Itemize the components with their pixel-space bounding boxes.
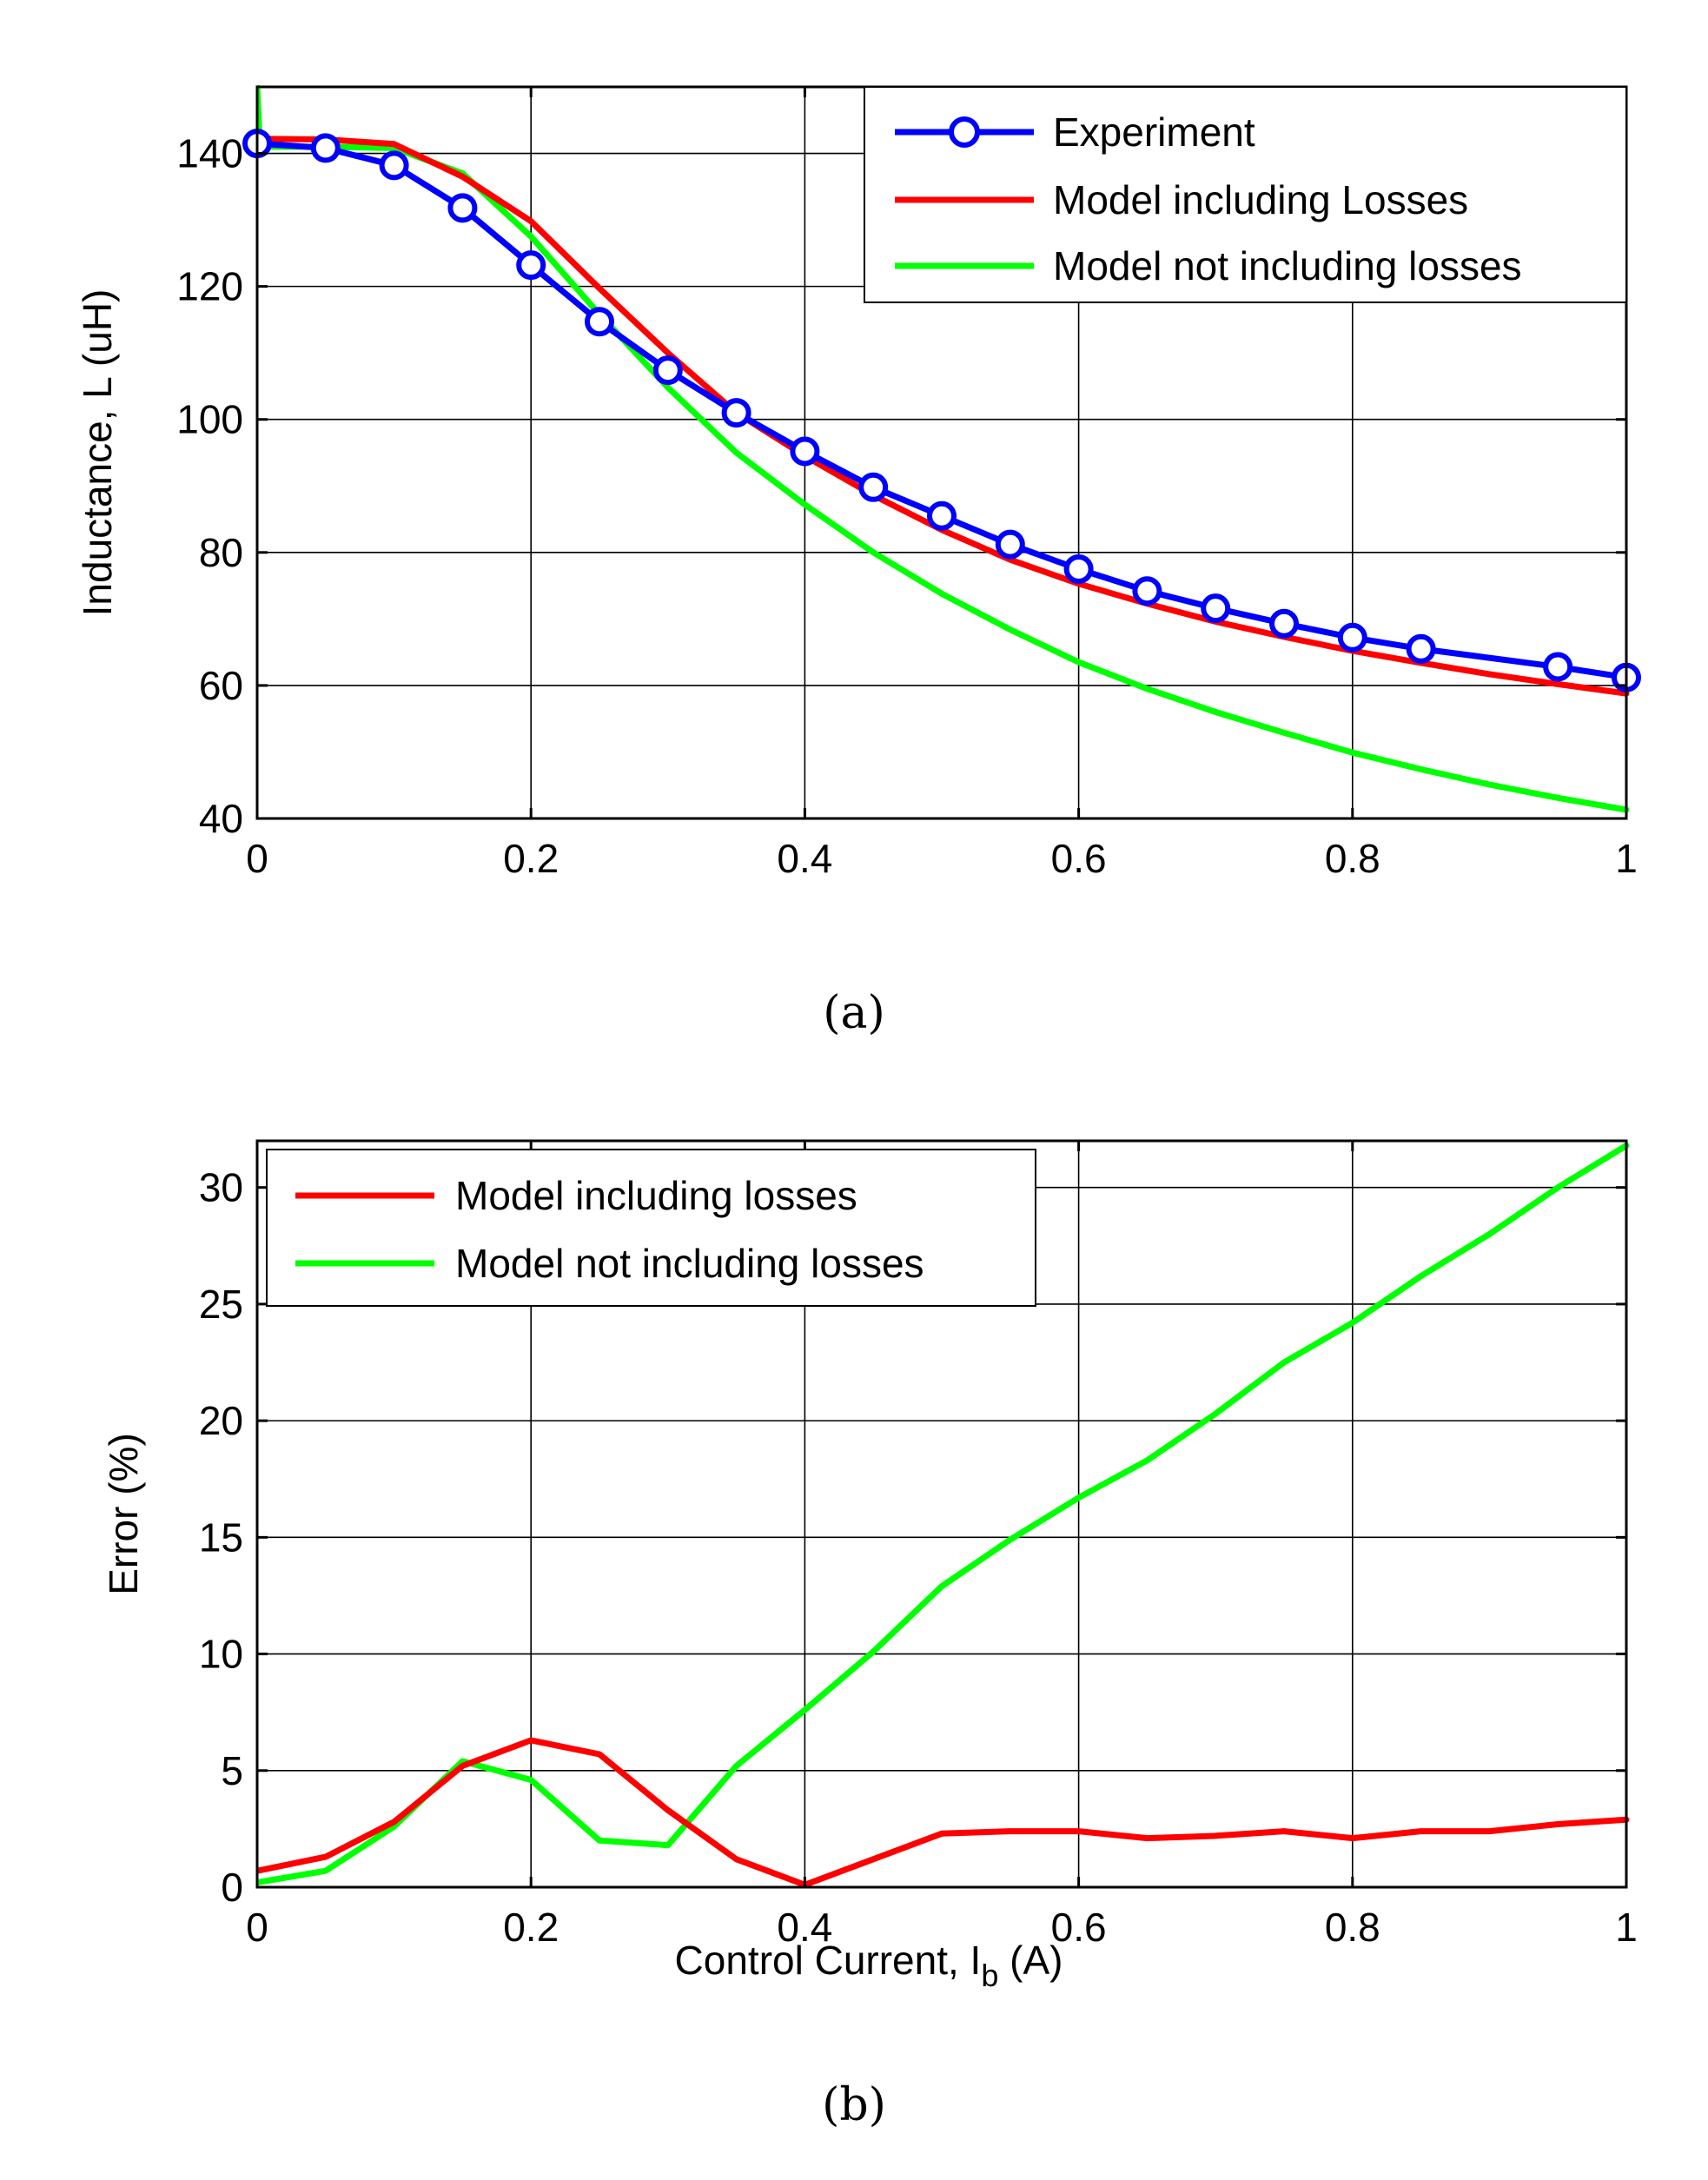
x-tick-label: 1 — [1615, 836, 1638, 881]
x-tick-label: 0.6 — [1051, 836, 1107, 881]
y-tick-label: 120 — [176, 264, 243, 309]
data-point-marker — [1337, 622, 1367, 653]
y-tick-label: 10 — [199, 1632, 243, 1677]
data-point-marker — [858, 472, 889, 502]
data-point-marker — [995, 529, 1025, 560]
x-tick-label: 0 — [246, 1905, 268, 1950]
panel-b-series — [257, 1142, 1630, 1888]
y-tick-label: 100 — [176, 397, 243, 442]
x-tick-label: 0.2 — [503, 1905, 559, 1950]
y-tick-label: 15 — [199, 1514, 243, 1560]
data-point-marker — [516, 250, 546, 281]
panel-a-label: (a) — [823, 987, 885, 1039]
legend-entry-label: Model not including losses — [455, 1241, 924, 1286]
series-line-model-not-including-losses — [257, 1142, 1630, 1886]
data-point-marker — [721, 398, 751, 428]
data-point-marker — [1132, 576, 1162, 606]
legend-entry-label: Model including Losses — [1053, 177, 1468, 222]
x-tick-label: 0.6 — [1051, 1905, 1107, 1950]
data-point-marker — [310, 133, 341, 163]
legend-entry-label: Experiment — [1053, 109, 1255, 155]
y-tick-label: 30 — [199, 1165, 243, 1210]
data-point-marker — [790, 436, 820, 467]
series-line-model-including-losses — [257, 1737, 1630, 1888]
x-tick-label: 0.8 — [1325, 1905, 1380, 1950]
panel-b-label: (b) — [822, 2079, 886, 2131]
x-tick-label: 0 — [246, 836, 268, 881]
legend-entry-label: Model including losses — [455, 1173, 857, 1218]
x-tick-label: 0.2 — [503, 836, 559, 881]
data-point-marker — [1406, 633, 1436, 664]
y-tick-label: 5 — [221, 1748, 243, 1793]
y-tick-label: 40 — [199, 796, 243, 841]
legend-box — [266, 1149, 1036, 1307]
panel-a-y-axis-label: Inductance, L (uH) — [75, 289, 120, 617]
x-tick-label: 0.4 — [777, 1905, 832, 1950]
panel-b-y-axis-label: Error (%) — [101, 1433, 146, 1595]
x-axis-label-main: Control Current, I — [675, 1938, 982, 1983]
data-point-marker — [1063, 553, 1094, 584]
data-point-marker — [652, 355, 683, 386]
data-point-marker — [379, 150, 409, 181]
y-tick-label: 60 — [199, 663, 243, 708]
y-tick-label: 140 — [176, 131, 243, 176]
x-axis-label-subscript: b — [981, 1958, 998, 1993]
panel-b-legend: Model including losses Model not includin… — [266, 1149, 1036, 1307]
legend-marker-icon — [949, 116, 980, 148]
data-point-marker — [1201, 593, 1231, 624]
y-tick-label: 0 — [221, 1865, 243, 1910]
x-tick-label: 1 — [1615, 1905, 1638, 1950]
panel-a-legend: Experiment Model including Losses Model no… — [864, 86, 1627, 303]
y-tick-label: 20 — [199, 1398, 243, 1443]
y-tick-label: 25 — [199, 1282, 243, 1327]
data-point-marker — [1269, 608, 1299, 639]
legend-entry-label: Model not including losses — [1053, 243, 1522, 288]
x-tick-label: 0.8 — [1325, 836, 1380, 881]
panel-a-series — [242, 85, 1641, 813]
x-tick-label: 0.4 — [777, 836, 832, 881]
panel-b-axes-frame — [255, 1139, 1628, 1889]
data-point-marker — [447, 193, 478, 223]
data-point-marker — [927, 500, 957, 531]
data-point-marker — [1543, 652, 1573, 682]
data-point-marker — [585, 307, 614, 337]
y-tick-label: 80 — [199, 530, 243, 575]
panel-b-x-axis-label: Control Current, Ib (A) — [675, 1938, 1063, 1993]
x-axis-label-suffix: (A) — [998, 1938, 1063, 1983]
